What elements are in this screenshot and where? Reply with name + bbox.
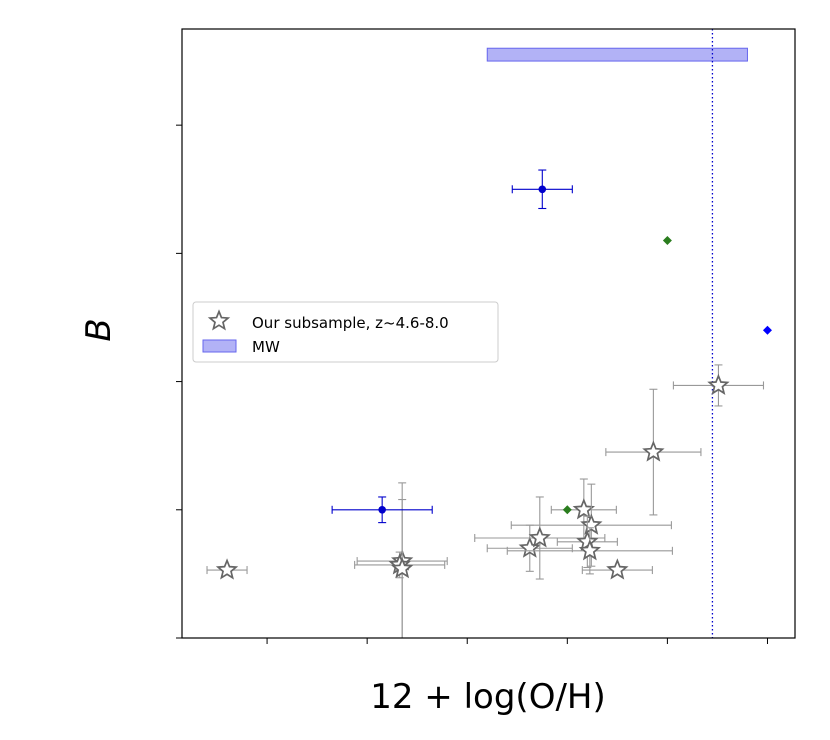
mw-band — [486, 47, 748, 62]
circle-marker — [378, 505, 386, 514]
legend-label-subsample: Our subsample, z~4.6-8.0 — [252, 314, 449, 332]
subsample-point — [556, 515, 618, 569]
star-marker — [528, 526, 551, 548]
star-marker — [578, 539, 602, 561]
star-marker — [215, 558, 239, 580]
subsample-point — [486, 524, 573, 572]
reference-point-smc — [331, 496, 433, 524]
subsample-point — [581, 558, 653, 580]
subsample-point — [506, 527, 673, 575]
legend-mw-swatch — [202, 339, 237, 353]
circle-marker — [538, 185, 547, 194]
plot-frame — [181, 28, 796, 639]
star-marker — [572, 498, 596, 520]
legend-label-mw: MW — [252, 338, 280, 356]
reference-point-m74 — [762, 325, 772, 335]
diamond-marker — [662, 236, 672, 246]
reference-point-lmc — [511, 169, 573, 210]
legend: Our subsample, z~4.6-8.0 MW — [192, 301, 499, 363]
star-marker — [580, 513, 603, 535]
legend-star-icon — [207, 309, 231, 331]
subsample-point — [672, 364, 765, 407]
plot-area — [206, 29, 772, 638]
star-marker — [642, 440, 665, 462]
x-axis-label: 12 + log(O/H) — [370, 677, 606, 717]
legend-frame — [192, 301, 499, 363]
reference-point-shivaei-lz — [562, 505, 572, 515]
axes — [176, 124, 768, 644]
star-marker — [707, 373, 730, 395]
legend-star-shape — [207, 309, 231, 331]
diamond-marker — [562, 505, 572, 515]
reference-point-shivaei-hz — [662, 236, 672, 246]
diamond-marker — [762, 325, 772, 335]
subsample-point — [605, 388, 702, 516]
star-marker — [390, 557, 414, 579]
subsample-point — [390, 498, 414, 638]
star-marker — [606, 558, 629, 580]
subsample-point — [550, 478, 617, 542]
subsample-point — [206, 558, 248, 580]
y-axis-label: B — [79, 318, 119, 341]
